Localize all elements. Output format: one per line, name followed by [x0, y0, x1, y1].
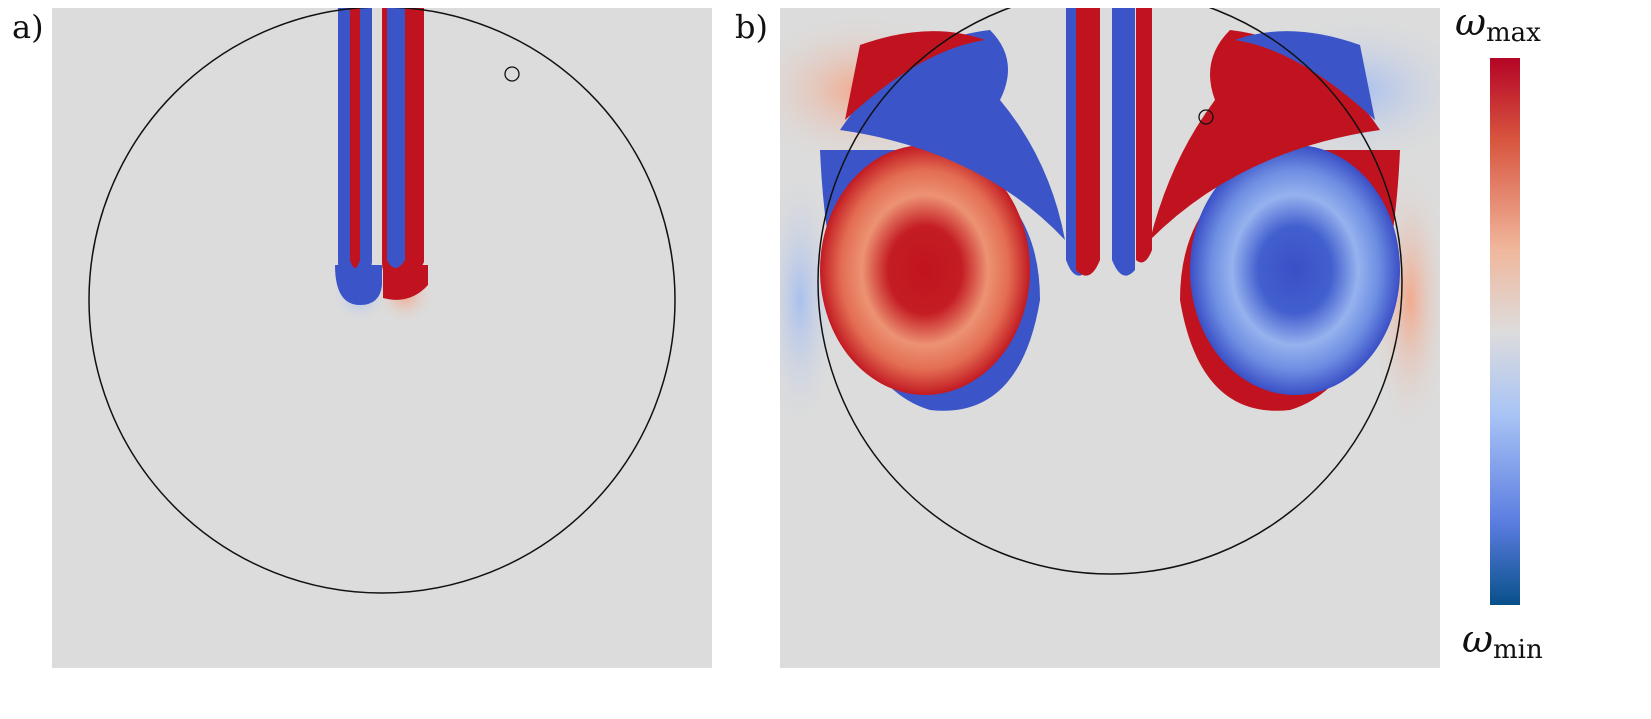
vortex: [820, 145, 1030, 395]
colorbar-max-label: ωmax: [1455, 0, 1541, 48]
vortex: [1190, 145, 1400, 395]
symbol: ω: [1462, 617, 1493, 661]
halo: [780, 160, 840, 440]
particle: [1198, 109, 1214, 125]
colorbar-min-label: ωmin: [1462, 617, 1543, 665]
subscript: min: [1493, 635, 1543, 665]
jet: [387, 8, 405, 268]
panel-a: [52, 8, 712, 668]
jet: [1112, 8, 1135, 276]
boundary: [817, 8, 1403, 575]
colorbar: [1490, 58, 1520, 605]
particle: [504, 66, 520, 82]
panel-b: [780, 8, 1440, 668]
shear: [1235, 31, 1375, 120]
jet: [350, 8, 360, 268]
boundary: [88, 8, 676, 594]
panel-label: a): [12, 8, 44, 46]
symbol: ω: [1455, 0, 1486, 44]
subscript: max: [1486, 18, 1541, 48]
shear: [845, 31, 985, 120]
jet: [1136, 8, 1152, 263]
jet: [1076, 8, 1100, 276]
panel-label: b): [735, 8, 768, 46]
